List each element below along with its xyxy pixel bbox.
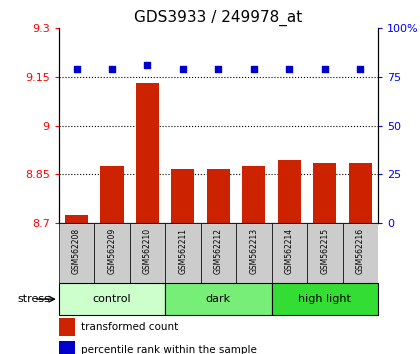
Point	[109, 67, 116, 72]
Bar	[307, 223, 343, 283]
Bar	[130, 223, 165, 283]
Bar	[100, 166, 123, 223]
Bar	[272, 223, 307, 283]
Text: dark: dark	[206, 294, 231, 304]
Bar	[59, 223, 94, 283]
Point	[180, 67, 186, 72]
Point	[250, 67, 257, 72]
Text: GSM562216: GSM562216	[356, 228, 365, 274]
Bar	[272, 283, 378, 315]
Point	[286, 67, 293, 72]
Text: GSM562213: GSM562213	[249, 228, 258, 274]
Point	[144, 62, 151, 68]
Text: GSM562210: GSM562210	[143, 228, 152, 274]
Bar	[165, 283, 272, 315]
Bar	[236, 223, 272, 283]
Text: control: control	[93, 294, 131, 304]
Point	[215, 67, 222, 72]
Bar	[171, 170, 194, 223]
Bar	[59, 318, 75, 336]
Bar	[59, 283, 165, 315]
Text: percentile rank within the sample: percentile rank within the sample	[81, 345, 257, 354]
Bar	[65, 215, 88, 223]
Bar	[207, 169, 230, 223]
Point	[321, 67, 328, 72]
Text: GSM562209: GSM562209	[108, 228, 116, 274]
Bar	[165, 223, 201, 283]
Title: GDS3933 / 249978_at: GDS3933 / 249978_at	[134, 9, 302, 25]
Bar	[343, 223, 378, 283]
Text: GSM562214: GSM562214	[285, 228, 294, 274]
Point	[357, 67, 364, 72]
Bar	[349, 163, 372, 223]
Point	[73, 67, 80, 72]
Bar	[242, 166, 265, 223]
Bar	[278, 160, 301, 223]
Text: GSM562212: GSM562212	[214, 228, 223, 274]
Text: GSM562211: GSM562211	[178, 228, 187, 274]
Bar	[201, 223, 236, 283]
Bar	[313, 163, 336, 223]
Bar	[136, 84, 159, 223]
Text: high light: high light	[298, 294, 351, 304]
Text: GSM562208: GSM562208	[72, 228, 81, 274]
Text: GSM562215: GSM562215	[320, 228, 329, 274]
Bar	[59, 341, 75, 354]
Text: stress: stress	[18, 294, 50, 304]
Bar	[94, 223, 130, 283]
Text: transformed count: transformed count	[81, 322, 178, 332]
